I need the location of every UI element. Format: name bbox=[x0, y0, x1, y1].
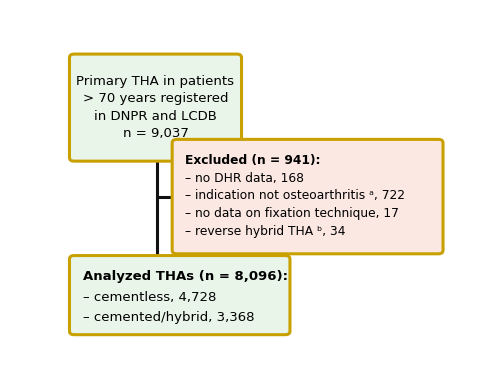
Text: – cementless, 4,728: – cementless, 4,728 bbox=[82, 291, 216, 304]
Text: Analyzed THAs (n = 8,096):: Analyzed THAs (n = 8,096): bbox=[82, 270, 288, 283]
Text: – no DHR data, 168: – no DHR data, 168 bbox=[186, 172, 304, 185]
FancyBboxPatch shape bbox=[70, 54, 242, 161]
Text: – no data on fixation technique, 17: – no data on fixation technique, 17 bbox=[186, 207, 399, 220]
Text: Excluded (n = 941):: Excluded (n = 941): bbox=[186, 154, 321, 167]
FancyBboxPatch shape bbox=[70, 256, 290, 335]
Text: Primary THA in patients
> 70 years registered
in DNPR and LCDB
n = 9,037: Primary THA in patients > 70 years regis… bbox=[76, 75, 234, 140]
Text: – cemented/hybrid, 3,368: – cemented/hybrid, 3,368 bbox=[82, 311, 254, 324]
Text: – indication not osteoarthritis ᵃ, 722: – indication not osteoarthritis ᵃ, 722 bbox=[186, 189, 406, 202]
FancyBboxPatch shape bbox=[172, 139, 443, 254]
Text: – reverse hybrid THA ᵇ, 34: – reverse hybrid THA ᵇ, 34 bbox=[186, 225, 346, 238]
